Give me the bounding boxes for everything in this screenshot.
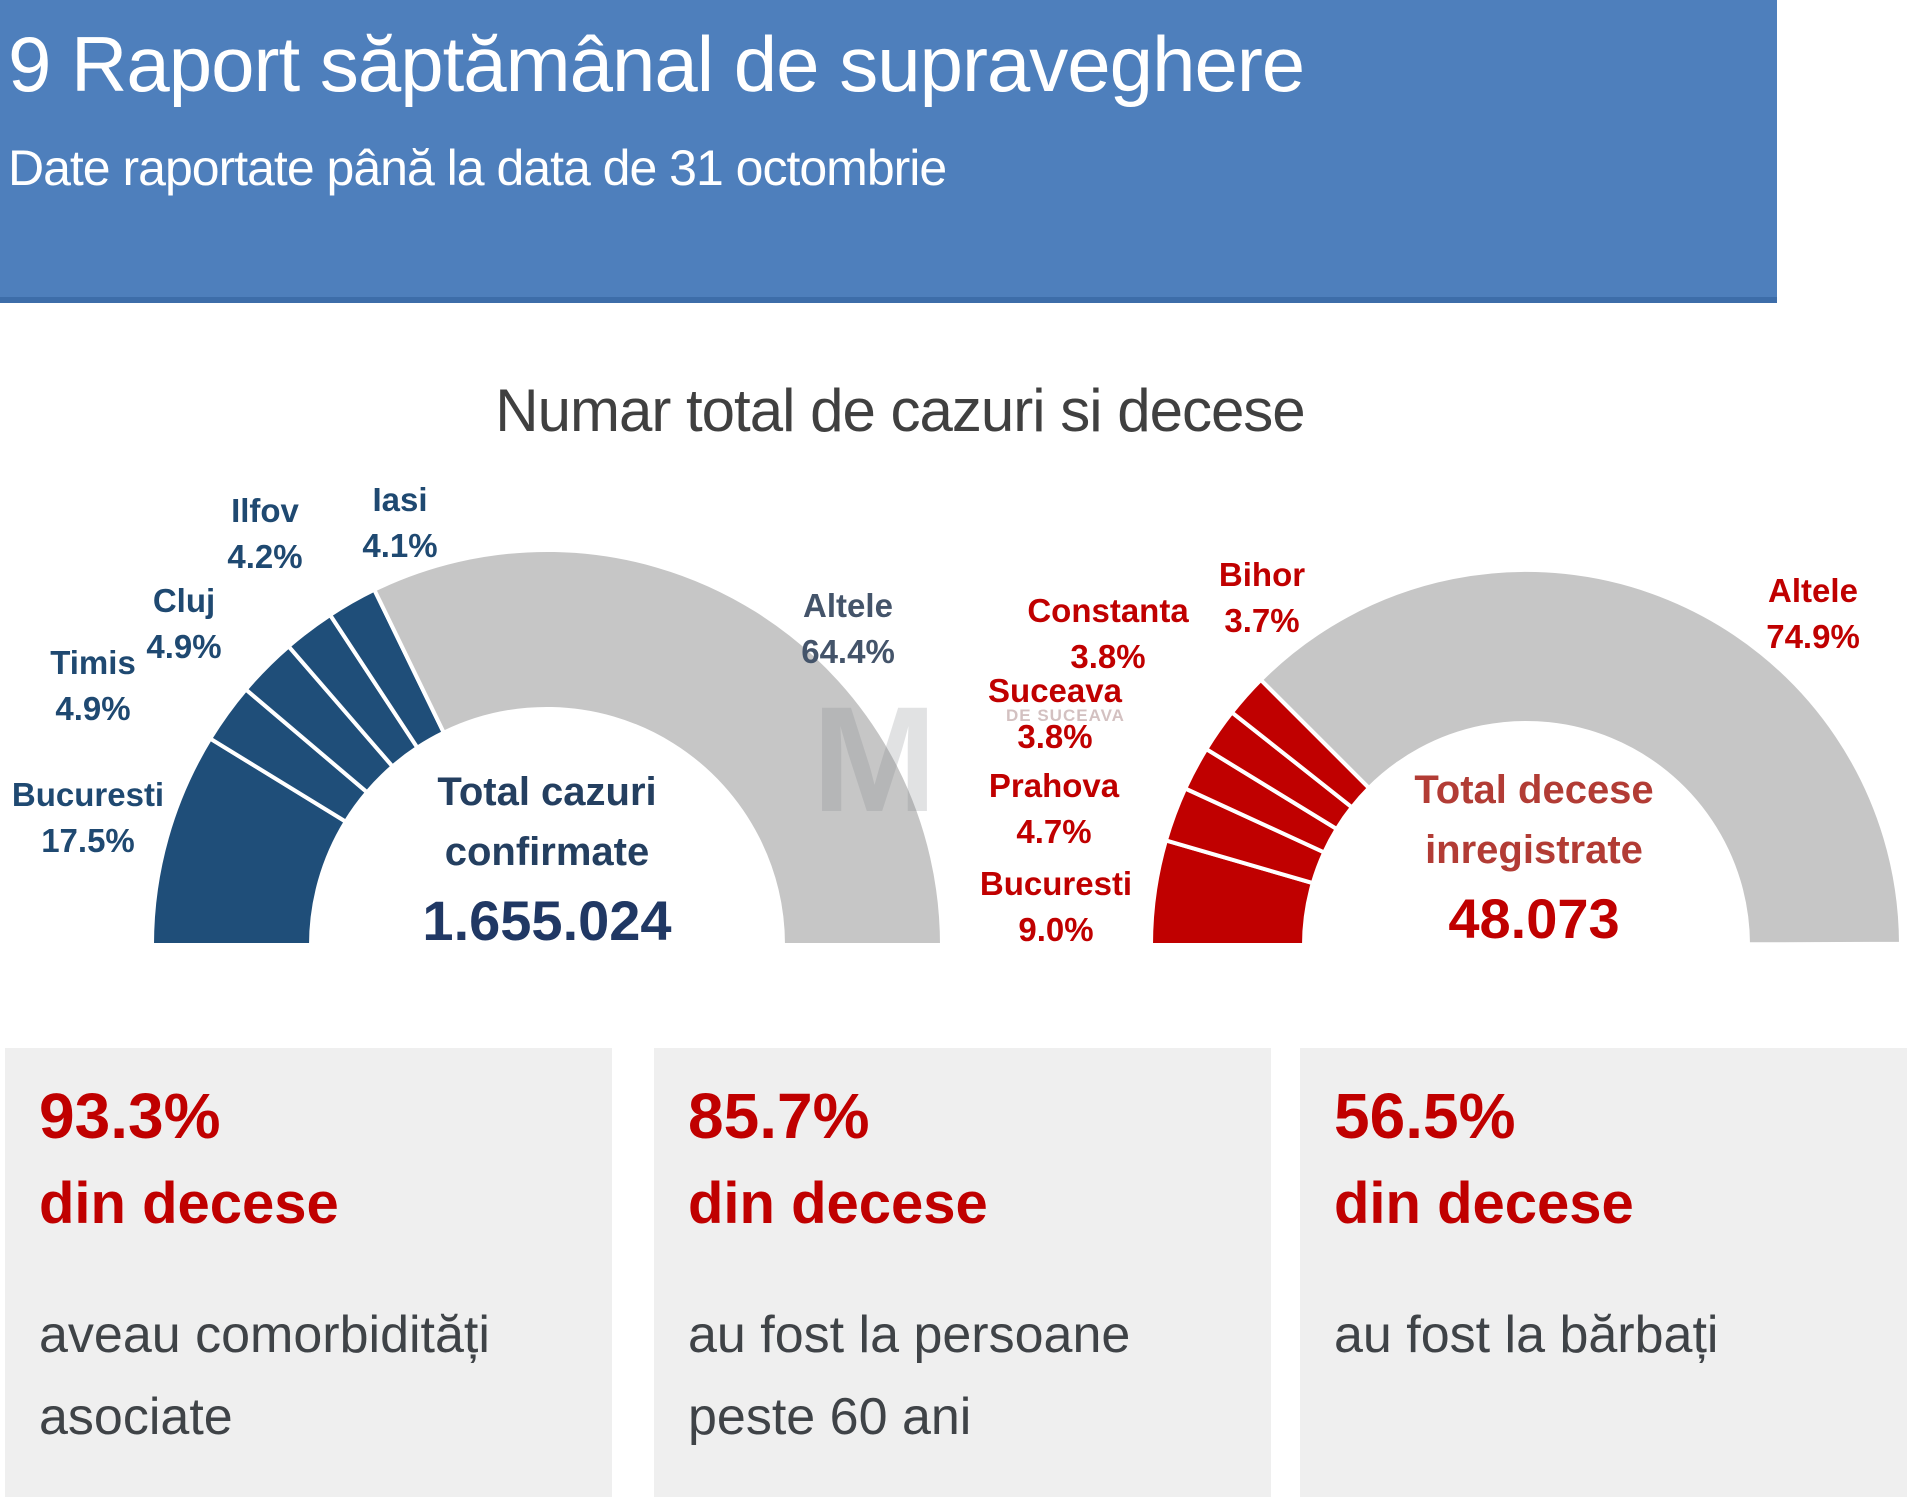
stat-card-sex: 56.5% din decese au fost la bărbați xyxy=(1300,1048,1907,1497)
stat-card-varsta: 85.7% din decese au fost la persoane pes… xyxy=(654,1048,1271,1497)
cazuri-center-line2: confirmate xyxy=(444,830,650,874)
stat-desc-line: au fost la bărbați xyxy=(1334,1306,1719,1364)
watermark-letter: M xyxy=(812,675,937,843)
stat-sub: din decese xyxy=(1334,1171,1634,1236)
stat-desc: aveau comorbidități asociate xyxy=(39,1294,592,1458)
header-banner: 9 Raport săptămânal de supraveghere Date… xyxy=(0,0,1777,303)
cazuri-segment-altele xyxy=(371,547,945,947)
cazuri-total-value: 1.655.024 xyxy=(422,889,672,952)
stat-desc: au fost la persoane peste 60 ani xyxy=(688,1294,1251,1458)
stat-desc-line: au fost la persoane xyxy=(688,1306,1131,1364)
decese-center-line2: inregistrate xyxy=(1425,828,1643,872)
stat-desc-line: aveau comorbidități xyxy=(39,1306,490,1364)
decese-center-text: Total decese inregistrate 48.073 xyxy=(1414,760,1653,956)
stat-percent: 56.5% xyxy=(1334,1080,1516,1152)
stat-sub: din decese xyxy=(39,1171,339,1236)
decese-total-value: 48.073 xyxy=(1448,887,1620,950)
stat-card-comorbiditati: 93.3% din decese aveau comorbidități aso… xyxy=(5,1048,612,1497)
stat-sub: din decese xyxy=(688,1171,988,1236)
stat-desc-line: peste 60 ani xyxy=(688,1388,972,1446)
report-title: 9 Raport săptămânal de supraveghere xyxy=(8,20,1305,108)
decese-segment-altele xyxy=(1257,567,1904,947)
report-subtitle: Date raportate până la data de 31 octomb… xyxy=(8,140,947,196)
cazuri-center-text: Total cazuri confirmate 1.655.024 xyxy=(422,762,671,958)
stat-percent: 85.7% xyxy=(688,1080,870,1152)
decese-center-line1: Total decese xyxy=(1414,768,1654,812)
watermark-text: DE SUCEAVA xyxy=(1006,706,1125,725)
cazuri-center-line1: Total cazuri xyxy=(437,770,657,814)
chart-section-title: Numar total de cazuri si decese xyxy=(495,377,1305,444)
stat-desc-line: asociate xyxy=(39,1388,233,1446)
stat-desc: au fost la bărbați xyxy=(1334,1294,1887,1376)
stat-percent: 93.3% xyxy=(39,1080,221,1152)
